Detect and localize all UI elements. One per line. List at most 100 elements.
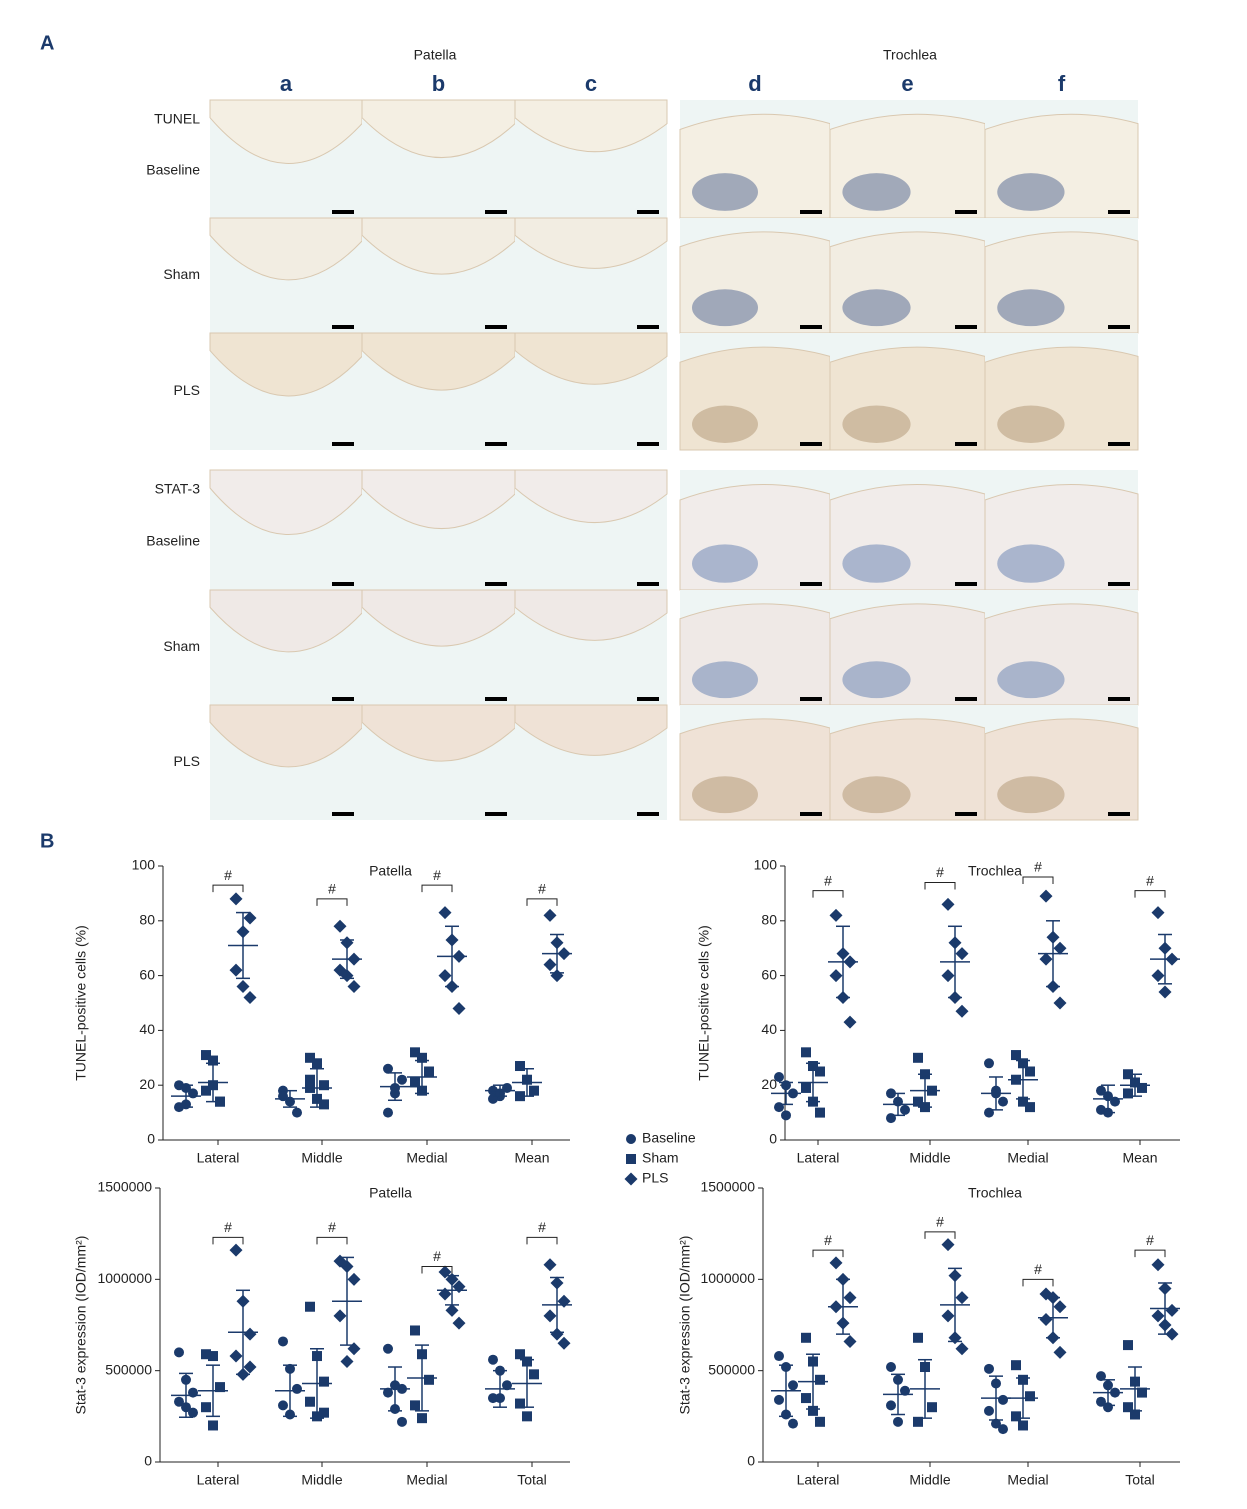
data-point (893, 1416, 903, 1427)
y-tick-label: 1000000 (700, 1270, 755, 1286)
y-tick-label: 100 (754, 857, 778, 873)
data-point (781, 1110, 791, 1121)
data-point (410, 1400, 420, 1411)
data-point (1110, 1096, 1120, 1107)
tissue (514, 704, 668, 756)
scale-bar (637, 442, 659, 446)
significance-label: # (1034, 859, 1042, 875)
data-point (243, 991, 257, 1005)
significance-bracket (421, 884, 453, 893)
y-tick-label: 80 (761, 912, 777, 928)
data-point (529, 1085, 539, 1096)
data-point (1137, 1082, 1147, 1093)
data-point (305, 1074, 315, 1085)
data-point (312, 1058, 322, 1069)
data-point (292, 1107, 302, 1118)
data-point (829, 908, 843, 922)
y-tick-label: 1000000 (97, 1270, 152, 1286)
data-point (927, 1402, 937, 1413)
data-point (333, 1309, 347, 1323)
legend-marker (624, 1172, 638, 1186)
scale-bar (485, 210, 507, 214)
x-tick-label: Lateral (797, 1472, 840, 1488)
data-point (941, 1309, 955, 1323)
x-tick-label: Medial (1007, 1150, 1048, 1166)
data-point (188, 1387, 198, 1398)
scale-bar (485, 812, 507, 816)
data-point (383, 1343, 393, 1354)
data-point (808, 1405, 818, 1416)
scale-bar (800, 812, 822, 816)
scale-bar (955, 697, 977, 701)
tissue (514, 332, 668, 385)
data-point (886, 1362, 896, 1373)
y-axis-label: TUNEL-positive cells (%) (73, 925, 89, 1081)
data-point (829, 1256, 843, 1270)
tissue (361, 589, 516, 647)
x-tick-label: Total (1125, 1472, 1155, 1488)
data-point (333, 919, 347, 933)
scale-bar (332, 582, 354, 586)
data-point (998, 1394, 1008, 1405)
data-point (1025, 1391, 1035, 1402)
data-point (886, 1400, 896, 1411)
scale-bar (955, 210, 977, 214)
scale-bar (1108, 812, 1130, 816)
data-point (843, 1334, 857, 1348)
data-point (829, 969, 843, 983)
x-tick-label: Medial (1007, 1472, 1048, 1488)
column-letter: c (585, 71, 597, 96)
data-point (913, 1052, 923, 1063)
bone-region (997, 173, 1065, 211)
y-tick-label: 0 (144, 1453, 152, 1469)
data-point (417, 1413, 427, 1424)
data-point (955, 947, 969, 961)
significance-bracket (924, 881, 956, 890)
scale-bar (1108, 325, 1130, 329)
data-point (515, 1061, 525, 1072)
bone-region (842, 173, 911, 211)
data-point (515, 1398, 525, 1409)
data-point (305, 1301, 315, 1312)
data-point (774, 1071, 784, 1082)
significance-bracket (812, 890, 844, 898)
tissue (361, 469, 516, 529)
significance-label: # (1146, 872, 1154, 888)
y-tick-label: 40 (139, 1021, 155, 1037)
significance-label: # (1146, 1232, 1154, 1248)
x-tick-label: Mean (514, 1150, 549, 1166)
data-point (319, 1099, 329, 1110)
data-point (788, 1418, 798, 1429)
data-point (347, 980, 361, 994)
data-point (801, 1082, 811, 1093)
data-point (452, 1001, 466, 1015)
data-point (383, 1107, 393, 1118)
data-point (529, 1369, 539, 1380)
row-label: Sham (163, 266, 200, 282)
data-point (305, 1052, 315, 1063)
data-point (1039, 952, 1053, 966)
data-point (900, 1104, 910, 1115)
data-point (984, 1405, 994, 1416)
scale-bar (1108, 582, 1130, 586)
data-point (984, 1107, 994, 1118)
data-point (815, 1374, 825, 1385)
significance-label: # (224, 1219, 232, 1235)
data-point (522, 1411, 532, 1422)
bone-region (997, 289, 1065, 327)
scale-bar (637, 210, 659, 214)
significance-bracket (924, 1231, 956, 1239)
data-point (1025, 1066, 1035, 1077)
significance-bracket (316, 898, 348, 906)
bone-region (842, 661, 911, 699)
data-point (1158, 985, 1172, 999)
tissue (209, 589, 363, 653)
data-point (229, 1243, 243, 1257)
significance-bracket (526, 1236, 558, 1245)
data-point (1130, 1409, 1140, 1420)
tissue (209, 99, 363, 164)
data-point (1096, 1085, 1106, 1096)
data-point (488, 1354, 498, 1365)
scale-bar (637, 697, 659, 701)
data-point (319, 1080, 329, 1091)
